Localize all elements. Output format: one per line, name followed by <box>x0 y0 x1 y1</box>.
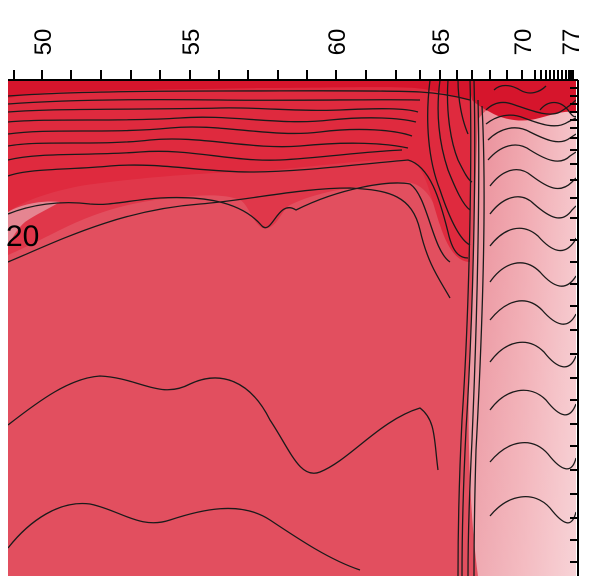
contour-line <box>8 138 409 149</box>
contour-line <box>485 114 576 127</box>
x-tick-label-65: 65 <box>428 29 455 56</box>
contour-label: 20 <box>6 220 39 253</box>
contour-line <box>8 107 419 113</box>
contour-line <box>446 80 473 183</box>
contour-line <box>489 300 576 325</box>
x-tick-label-77: 77 <box>558 29 585 56</box>
contour-lines <box>8 80 576 576</box>
fill-pale-left-blob <box>8 201 60 246</box>
fill-light-overlay <box>468 104 576 576</box>
contour-line <box>8 149 403 161</box>
x-tick-label-70: 70 <box>510 29 537 56</box>
contour-line <box>8 126 413 137</box>
contour-line <box>8 90 471 101</box>
contour-line <box>489 496 576 524</box>
top-axis-ticks <box>13 70 574 80</box>
fill-dark-band <box>8 80 470 262</box>
contour-line <box>493 84 547 94</box>
contour-line <box>8 116 417 123</box>
contour-line <box>8 502 361 571</box>
right-axis-ticks <box>570 87 578 563</box>
contour-line <box>473 105 485 576</box>
contour-line <box>8 182 451 263</box>
contour-line <box>8 98 421 105</box>
contour-line <box>8 159 469 259</box>
contour-line <box>489 227 576 252</box>
plot-area <box>8 80 576 576</box>
contour-line <box>487 127 576 143</box>
top-axis-tick-labels: 50 55 60 65 70 77 <box>30 29 585 56</box>
x-tick-label-55: 55 <box>178 29 205 56</box>
contour-line <box>8 375 439 474</box>
contour-line <box>489 389 576 416</box>
contour-line <box>457 80 472 576</box>
contour-line <box>489 169 576 190</box>
contour-line <box>8 187 451 299</box>
contour-line <box>461 80 476 576</box>
contour-line <box>489 262 576 287</box>
contour-line <box>427 80 471 246</box>
fill-darkest-band <box>8 80 470 100</box>
contour-line <box>467 99 480 576</box>
contour-line <box>489 196 576 219</box>
contour-line <box>489 442 576 470</box>
x-tick-label-60: 60 <box>324 29 351 56</box>
contour-line <box>487 144 576 162</box>
contour-line <box>437 80 471 211</box>
x-tick-label-50: 50 <box>30 29 57 56</box>
fill-top-right-dark <box>468 80 576 121</box>
contour-line <box>489 341 576 368</box>
contour-line <box>457 80 469 135</box>
contour-line <box>539 101 576 118</box>
